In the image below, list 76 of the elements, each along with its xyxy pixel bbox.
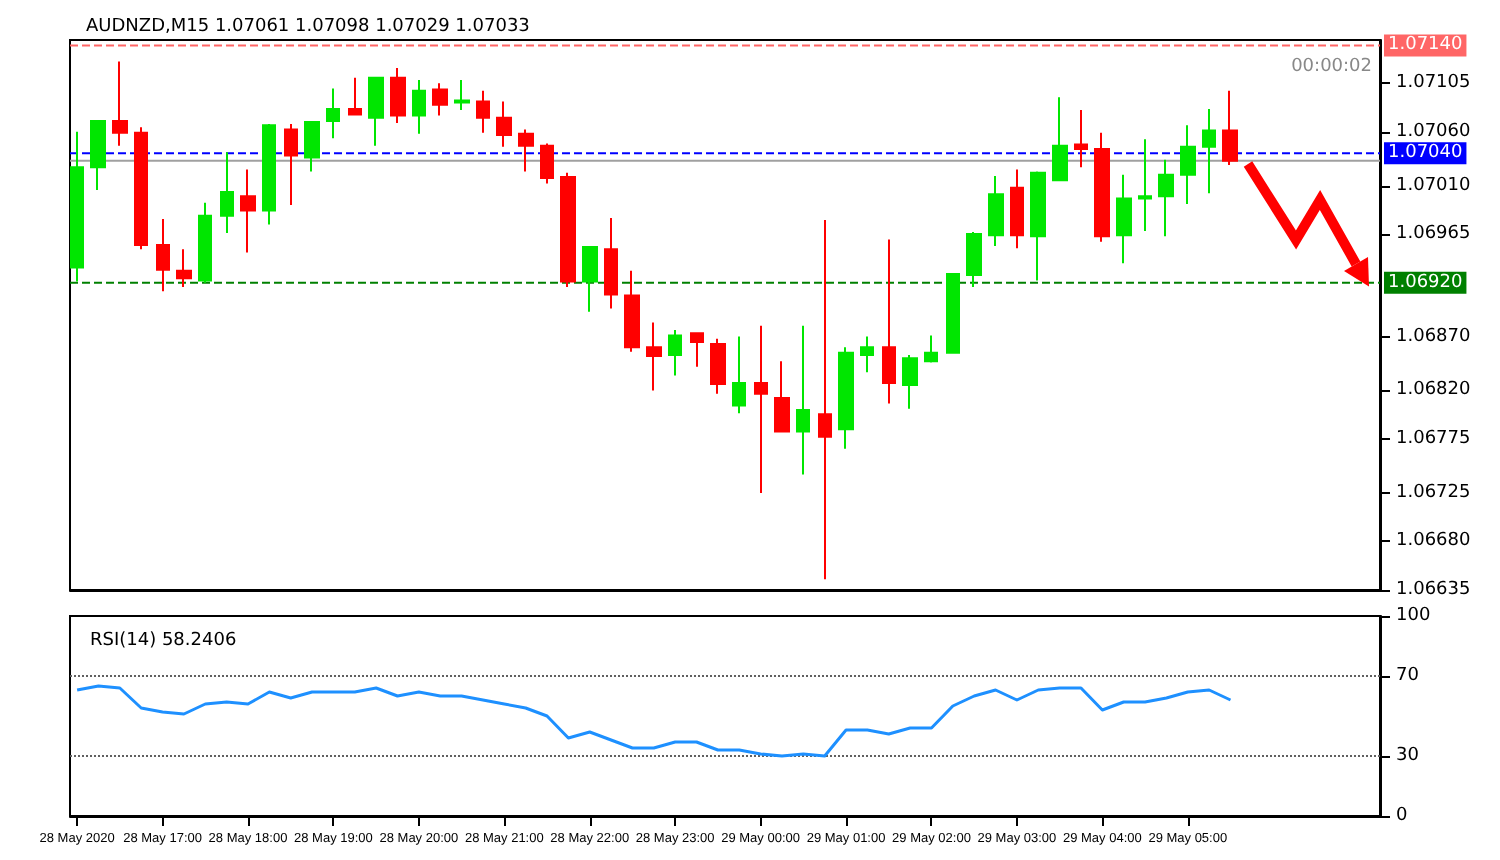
ref-line-label: 1.06920 [1388,272,1463,293]
y-tick-label: 1.07060 [1396,121,1471,142]
candlestick [432,82,448,117]
candlestick [134,126,148,251]
candlestick [924,334,938,364]
candlestick [390,67,406,125]
annotation: 00:00:02 [1291,57,1372,77]
candlestick [1222,89,1238,167]
candlestick [112,60,128,147]
candlestick [754,324,768,494]
candlestick [624,269,640,353]
y-tick-label: 100 [1396,606,1431,626]
candlestick [1158,158,1174,238]
candlestick [818,219,832,581]
candlestick [560,171,576,288]
candlestick [1116,173,1132,265]
candlestick [1010,168,1024,250]
candlestick [966,230,982,288]
candlestick [774,360,790,434]
candlestick [156,218,170,293]
candlestick [796,324,810,476]
y-tick-label: 1.06870 [1396,326,1471,347]
candlestick [710,337,726,395]
y-tick-label: 1.07105 [1396,73,1471,94]
y-tick-label: 1.06680 [1396,531,1471,552]
candlestick [1138,138,1152,232]
candlestick [326,87,340,140]
candlestick [860,335,874,374]
y-tick-label: 0 [1396,806,1408,826]
candlestick [1030,170,1046,282]
text: RSI(14) 58.2406 [90,631,237,651]
candlestick [902,353,918,410]
chart-title: AUDNZD,M15 1.07061 1.07098 1.07029 1.07033 [86,17,530,37]
candlestick [838,346,854,450]
ref-line-label: 1.07140 [1388,35,1463,56]
candlestick [476,89,490,134]
candlestick [304,119,320,173]
candlestick [176,248,192,288]
candlestick [518,128,534,173]
candlestick [368,75,384,147]
candlestick [646,321,662,392]
y-tick-label: 1.06635 [1396,580,1471,600]
y-tick-label: 1.06775 [1396,429,1471,450]
candlestick [540,142,554,185]
candlestick [582,246,598,313]
candlestick [198,201,212,284]
candlestick [220,151,234,235]
candlestick [1094,131,1110,243]
candlestick [348,76,362,117]
candlestick [1074,109,1088,169]
candlestick [882,238,896,405]
candlestick [284,123,298,206]
candlestick [412,78,426,135]
y-tick-label: 1.07010 [1396,175,1471,196]
ref-line-label: 1.07040 [1388,143,1463,164]
y-tick-label: 1.06965 [1396,224,1471,245]
candlestick [668,329,682,377]
candlestick [262,123,276,226]
candlestick [454,78,470,112]
candlestick [1202,108,1216,195]
candlestick [988,174,1004,247]
candlestick [90,119,106,191]
candlestick [240,168,256,254]
candlestick [946,271,960,355]
candlestick [70,130,84,283]
y-tick-label: 70 [1396,666,1420,686]
y-tick-label: 1.06725 [1396,482,1471,503]
y-tick-label: 1.06820 [1396,380,1471,401]
candlestick [1052,96,1068,183]
candlestick [1180,124,1196,205]
candlestick [496,100,512,148]
candlestick [690,331,704,368]
y-tick-label: 30 [1396,746,1420,766]
line-series [75,684,1232,758]
candlestick [604,216,618,310]
candlestick [732,335,746,415]
